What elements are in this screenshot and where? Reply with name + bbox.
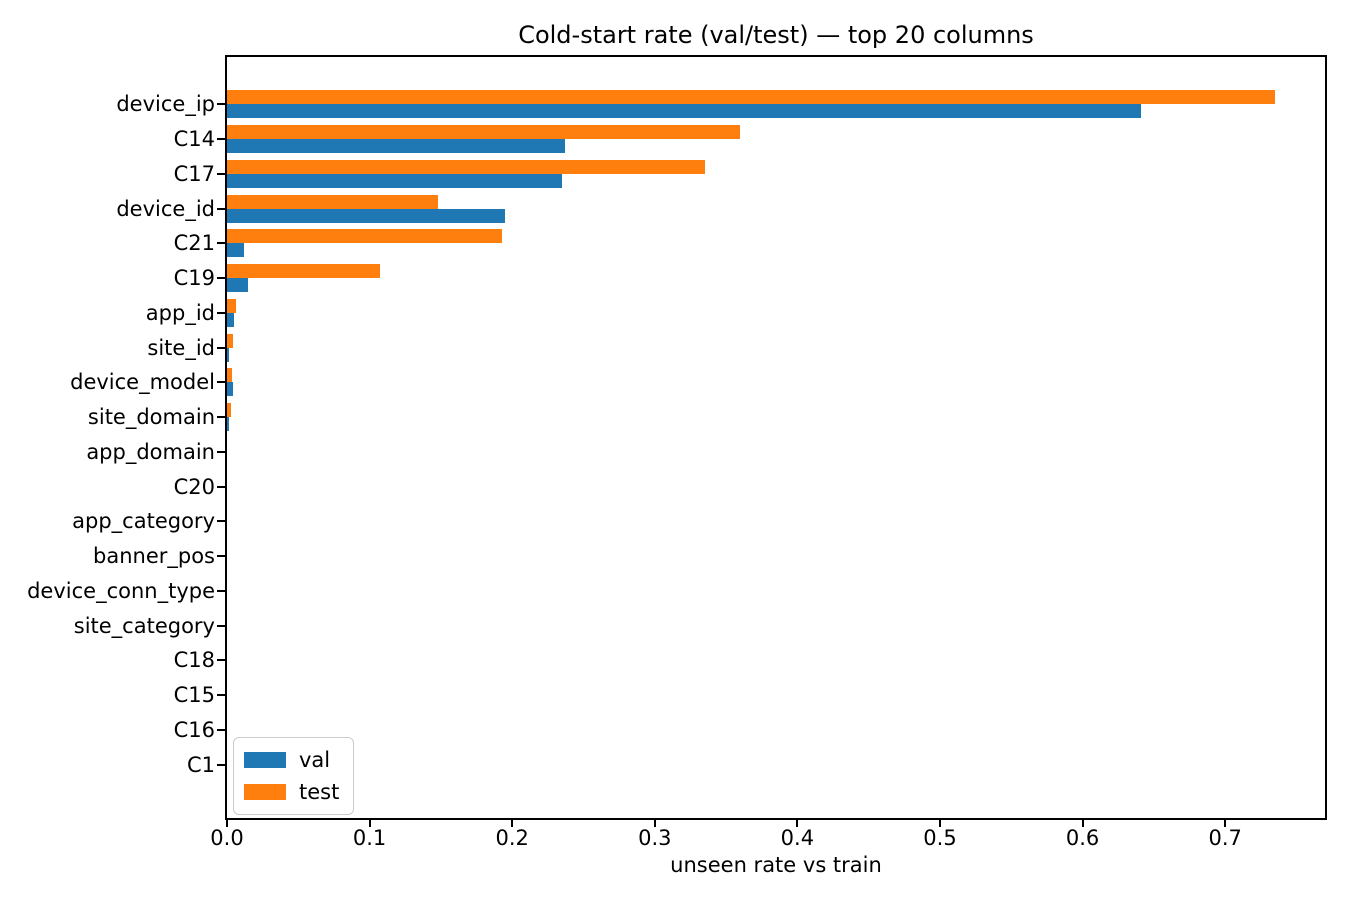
y-tick-label: C15 [173,683,215,708]
y-tick-mark [217,555,225,558]
bar-test [227,125,741,140]
y-tick-label: app_category [72,509,215,534]
bar-val [227,347,230,362]
x-tick-label: 0.5 [923,826,957,850]
bar-val [227,243,245,258]
y-tick-mark [217,416,225,419]
bar-test [227,403,231,418]
y-tick-label: banner_pos [93,544,215,569]
chart-title: Cold-start rate (val/test) — top 20 colu… [518,21,1034,49]
y-tick-label: site_domain [87,405,215,430]
y-tick-mark [217,763,225,766]
legend-item-test: test [244,779,339,805]
y-tick-mark [217,485,225,488]
y-tick-label: site_id [147,335,215,360]
bar-val [227,173,563,188]
bar-val [227,104,1142,119]
y-tick-label: site_category [73,613,215,638]
x-tick-mark [796,820,799,827]
bar-val [227,278,249,293]
y-tick-label: device_ip [116,92,215,117]
x-tick-mark [368,820,371,827]
x-tick-label: 0.1 [352,826,387,850]
y-tick-label: device_model [70,370,215,395]
legend: val test [233,737,355,815]
y-tick-label: app_id [145,300,215,325]
y-tick-label: C16 [173,717,215,742]
x-tick-label: 0.3 [638,826,672,850]
x-tick-label: 0.7 [1208,826,1242,850]
x-tick-mark [938,820,941,827]
y-tick-mark [217,450,225,453]
y-tick-mark [217,624,225,627]
bar-val [227,312,234,327]
legend-label-val: val [299,748,331,772]
legend-item-val: val [244,747,339,773]
y-tick-label: C19 [173,266,215,291]
y-tick-mark [217,242,225,245]
y-tick-mark [217,277,225,280]
bar-test [227,159,705,174]
y-tick-mark [217,311,225,314]
x-tick-mark [1224,820,1227,827]
bar-test [227,298,236,313]
y-tick-label: C21 [173,231,215,256]
x-tick-mark [511,820,514,827]
y-tick-mark [217,172,225,175]
y-tick-mark [217,659,225,662]
y-tick-mark [217,728,225,731]
x-tick-label: 0.4 [780,826,815,850]
x-tick-label: 0.0 [210,826,244,850]
y-tick-label: C18 [173,648,215,673]
y-tick-mark [217,103,225,106]
legend-swatch-val [244,752,286,768]
bar-test [227,264,380,279]
legend-label-test: test [299,780,340,804]
x-tick-mark [226,820,228,827]
y-tick-label: device_conn_type [27,578,215,603]
bar-val [227,417,230,432]
bar-test [227,194,439,209]
x-tick-mark [1081,820,1084,827]
y-tick-label: C17 [173,161,215,186]
x-axis-label: unseen rate vs train [670,853,882,877]
y-tick-mark [217,138,225,141]
y-tick-mark [217,520,225,523]
bar-test [227,333,233,348]
y-tick-label: device_id [116,196,215,221]
bar-test [227,229,503,244]
y-tick-mark [217,589,225,592]
y-tick-label: C20 [173,474,215,499]
y-tick-label: C1 [186,752,215,777]
legend-swatch-test [244,784,286,800]
bar-test [227,90,1276,105]
bar-test [227,368,232,383]
x-tick-label: 0.2 [495,826,529,850]
bar-val [227,382,233,397]
y-tick-label: C14 [173,127,215,152]
bar-val [227,139,565,154]
x-tick-mark [653,820,656,827]
y-tick-mark [217,694,225,697]
bar-val [227,208,506,223]
x-tick-label: 0.6 [1065,826,1100,850]
y-tick-mark [217,207,225,210]
y-tick-label: app_domain [86,439,215,464]
y-tick-mark [217,381,225,384]
y-tick-mark [217,346,225,349]
